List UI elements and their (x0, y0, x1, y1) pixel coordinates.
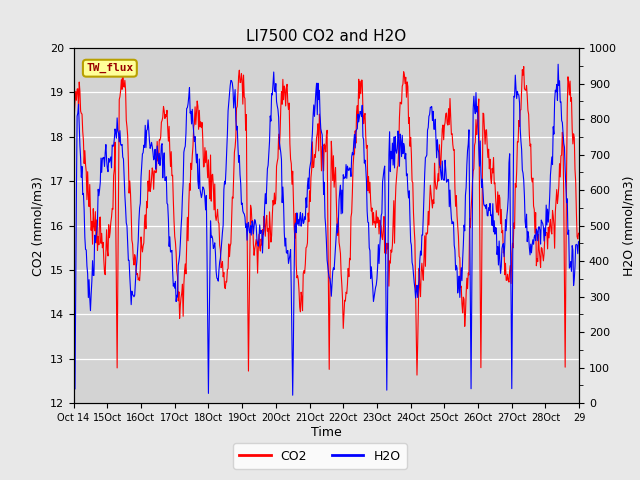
Text: TW_flux: TW_flux (86, 63, 134, 73)
X-axis label: Time: Time (311, 426, 342, 439)
Legend: CO2, H2O: CO2, H2O (233, 444, 407, 469)
Y-axis label: H2O (mmol/m3): H2O (mmol/m3) (623, 175, 636, 276)
Title: LI7500 CO2 and H2O: LI7500 CO2 and H2O (246, 29, 406, 44)
Y-axis label: CO2 (mmol/m3): CO2 (mmol/m3) (31, 176, 44, 276)
